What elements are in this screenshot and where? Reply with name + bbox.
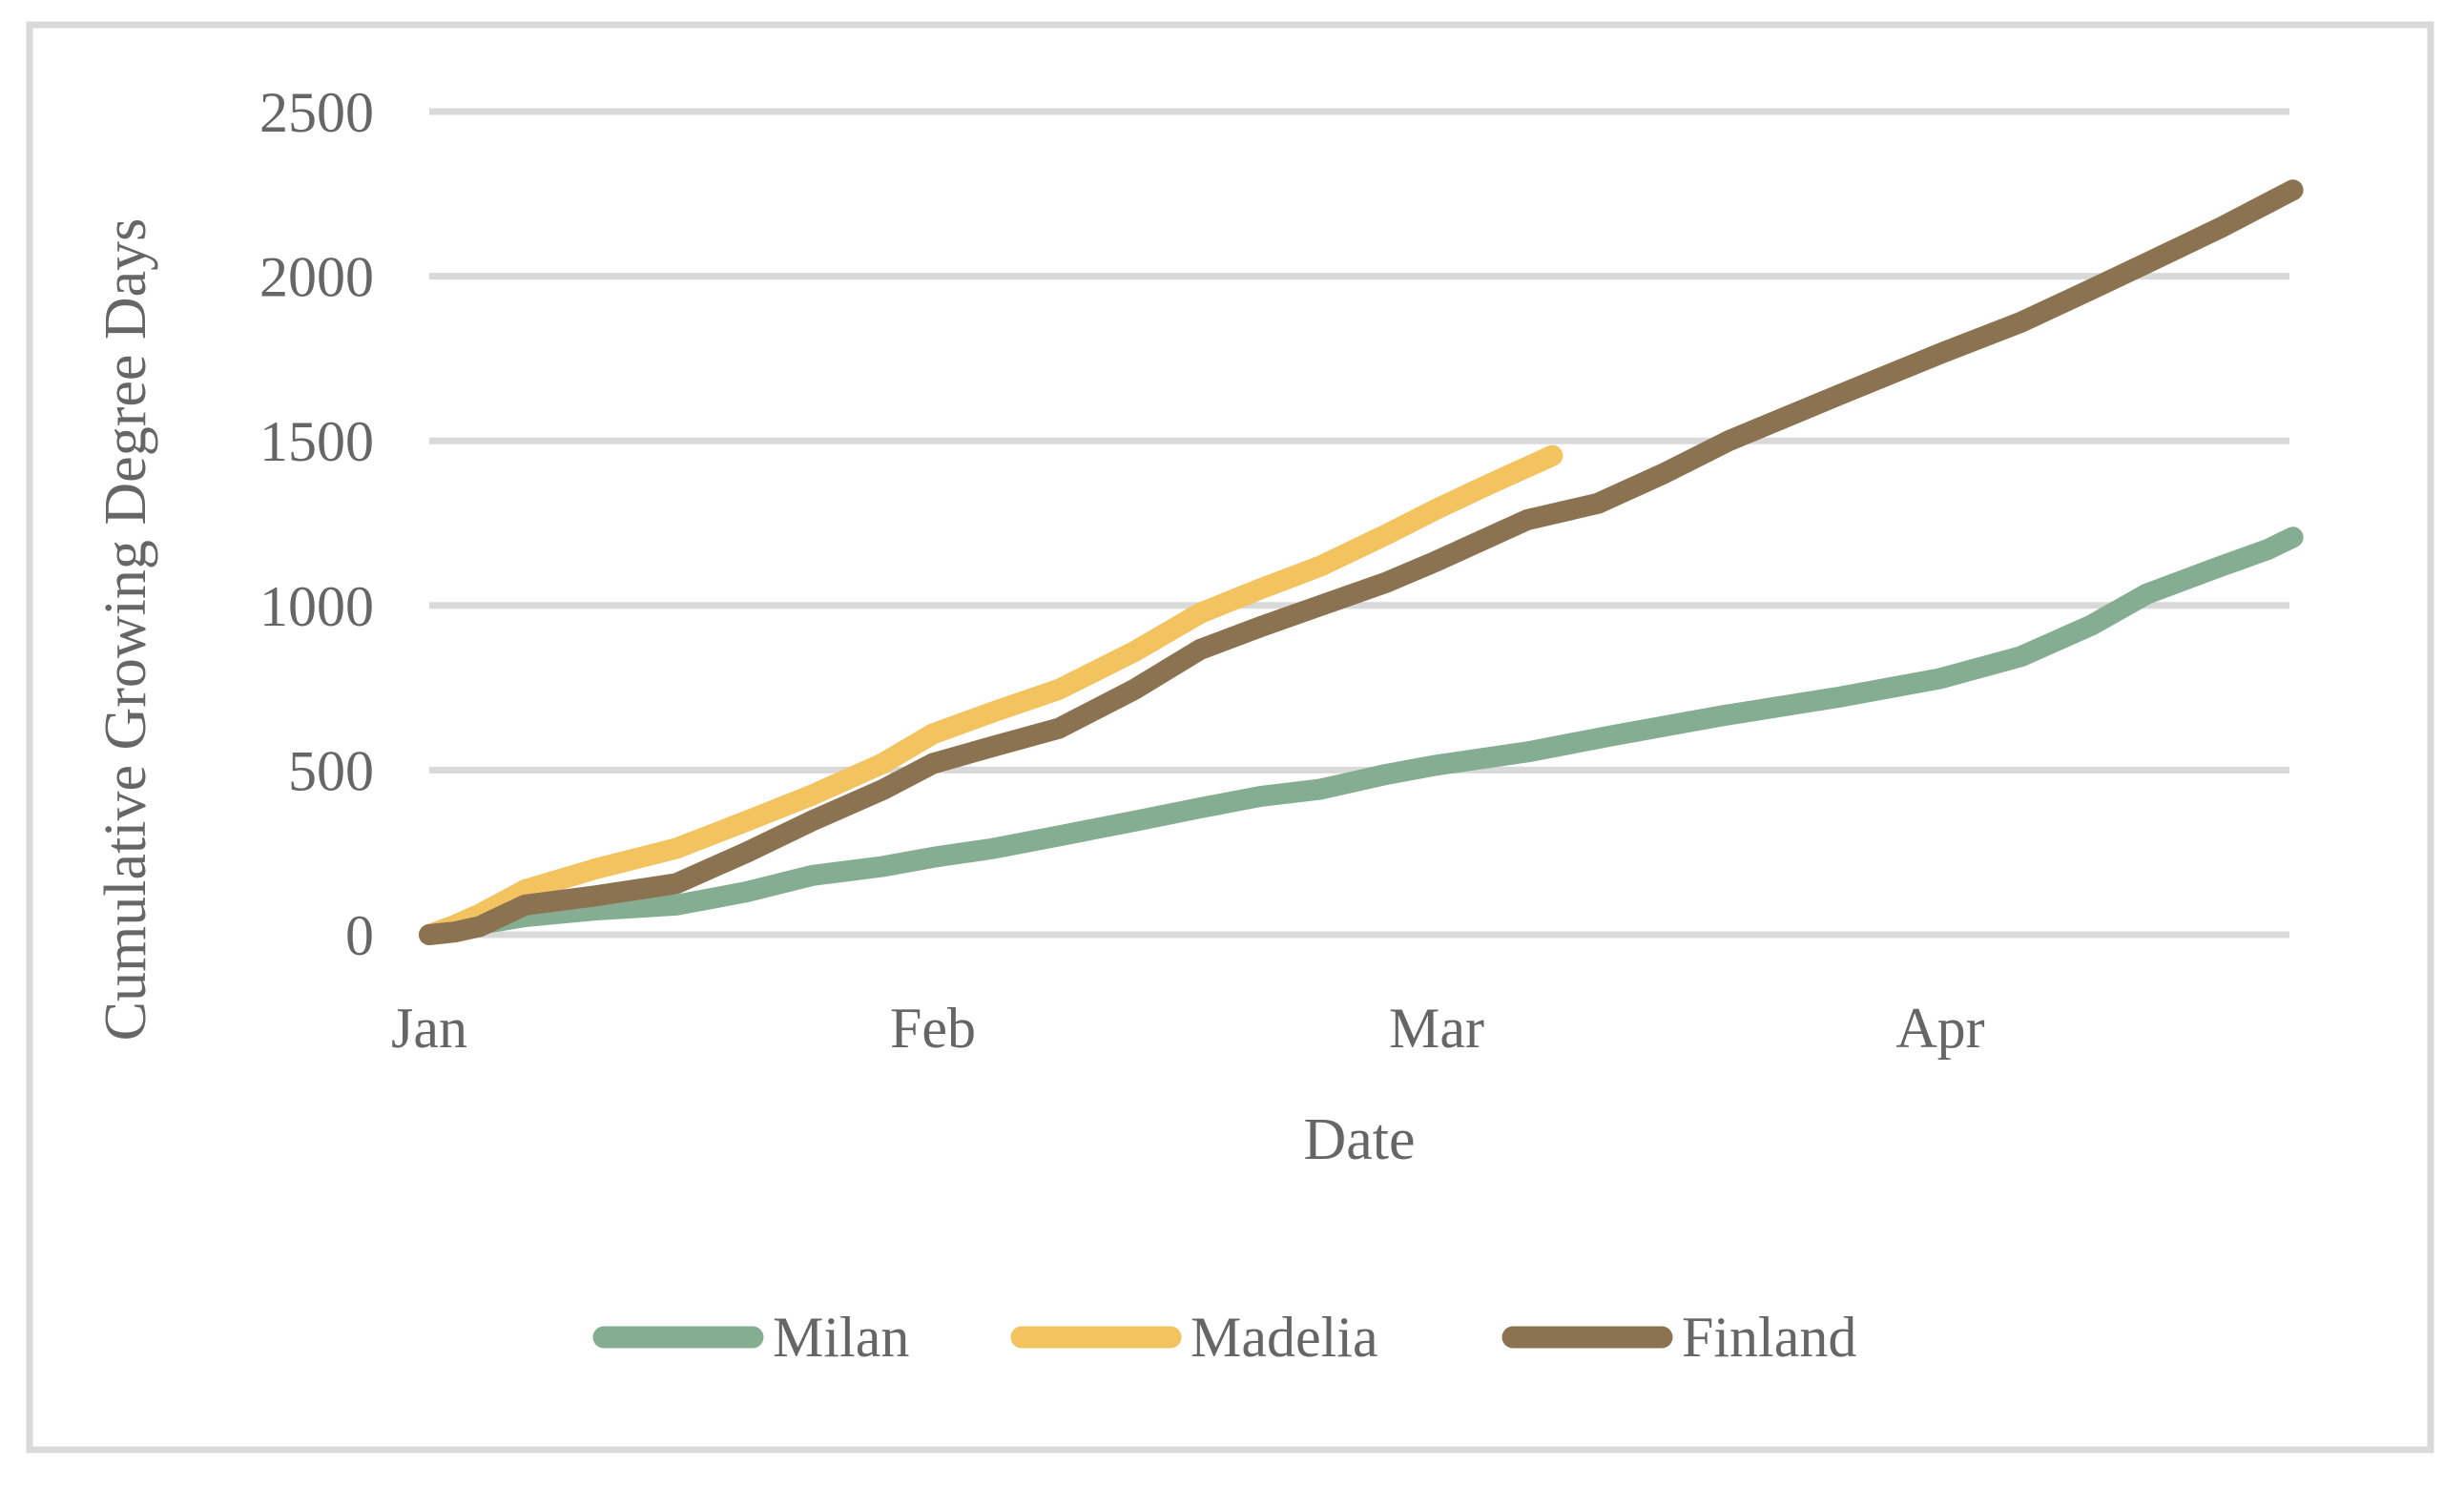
series-line-milan <box>419 526 2304 945</box>
y-tick-label: 500 <box>288 739 374 802</box>
series-group <box>419 179 2304 945</box>
legend-label-finland: Finland <box>1682 1306 1856 1369</box>
x-tick-label: Apr <box>1895 997 1984 1060</box>
series-line-madelia <box>419 444 1563 945</box>
legend-item-milan: Milan <box>592 1306 909 1369</box>
y-tick-label: 2000 <box>259 246 374 309</box>
x-tick-label: Feb <box>890 997 976 1060</box>
y-tick-label: 1000 <box>259 575 374 638</box>
x-tick-label: Mar <box>1389 997 1484 1060</box>
y-tick-labels-group: 0 500 1000 1500 2000 2500 <box>259 81 374 967</box>
figure-border <box>26 21 2434 1454</box>
y-tick-label: 0 <box>345 904 374 967</box>
y-axis-title: Cumulative Growing Degree Days <box>93 218 158 1042</box>
legend-label-madelia: Madelia <box>1191 1306 1378 1369</box>
x-tick-labels-group: Jan Feb Mar Apr <box>391 997 1985 1060</box>
legend-label-milan: Milan <box>773 1306 909 1369</box>
legend-item-finland: Finland <box>1501 1306 1856 1369</box>
x-axis-title: Date <box>1303 1107 1415 1172</box>
y-tick-label: 1500 <box>259 410 374 473</box>
legend-item-madelia: Madelia <box>1010 1306 1378 1369</box>
y-tick-label: 2500 <box>259 81 374 144</box>
series-line-finland <box>419 179 2304 945</box>
x-tick-label: Jan <box>391 997 467 1060</box>
gridlines-group <box>429 108 2289 939</box>
legend: Milan Madelia Finland <box>592 1306 1856 1369</box>
